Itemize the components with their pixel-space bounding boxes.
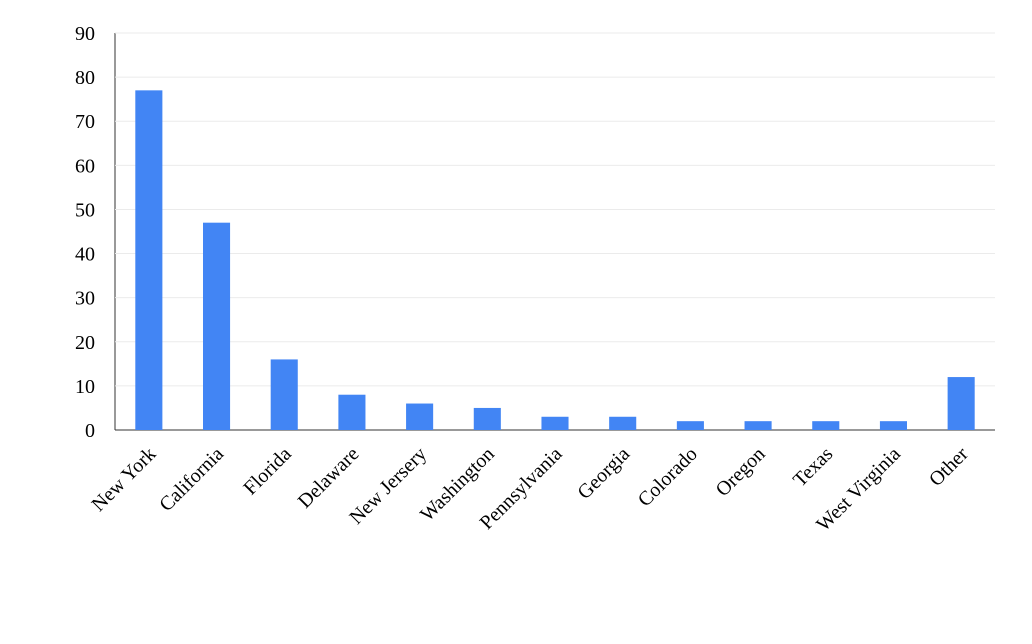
bar bbox=[203, 222, 231, 430]
bar bbox=[541, 416, 569, 430]
y-tick-label: 80 bbox=[75, 67, 95, 89]
bar bbox=[135, 90, 163, 430]
y-tick-label: 0 bbox=[85, 420, 95, 442]
y-tick-label: 90 bbox=[75, 23, 95, 45]
y-tick-label: 30 bbox=[75, 288, 95, 310]
x-tick-label: Colorado bbox=[634, 443, 702, 511]
x-tick-label: Other bbox=[925, 443, 973, 491]
x-tick-label: Oregon bbox=[712, 443, 770, 501]
x-tick-label: California bbox=[155, 443, 228, 516]
bar bbox=[744, 421, 772, 430]
bar bbox=[270, 359, 298, 430]
bar bbox=[812, 421, 840, 430]
y-tick-label: 20 bbox=[75, 332, 95, 354]
x-tick-label: Florida bbox=[239, 443, 295, 499]
bar bbox=[676, 421, 704, 430]
bar bbox=[406, 403, 434, 430]
bar bbox=[879, 421, 907, 430]
y-tick-label: 70 bbox=[75, 111, 95, 133]
x-tick-label: Texas bbox=[789, 443, 837, 491]
x-tick-label: Delaware bbox=[294, 443, 364, 513]
x-tick-label: New York bbox=[87, 443, 160, 516]
y-tick-label: 50 bbox=[75, 199, 95, 221]
x-tick-label: Georgia bbox=[573, 443, 634, 504]
y-tick-label: 40 bbox=[75, 244, 95, 266]
bar bbox=[609, 416, 637, 430]
bar bbox=[473, 407, 501, 430]
y-tick-label: 10 bbox=[75, 376, 95, 398]
bar bbox=[338, 394, 366, 430]
bar bbox=[947, 377, 975, 430]
y-tick-label: 60 bbox=[75, 155, 95, 177]
